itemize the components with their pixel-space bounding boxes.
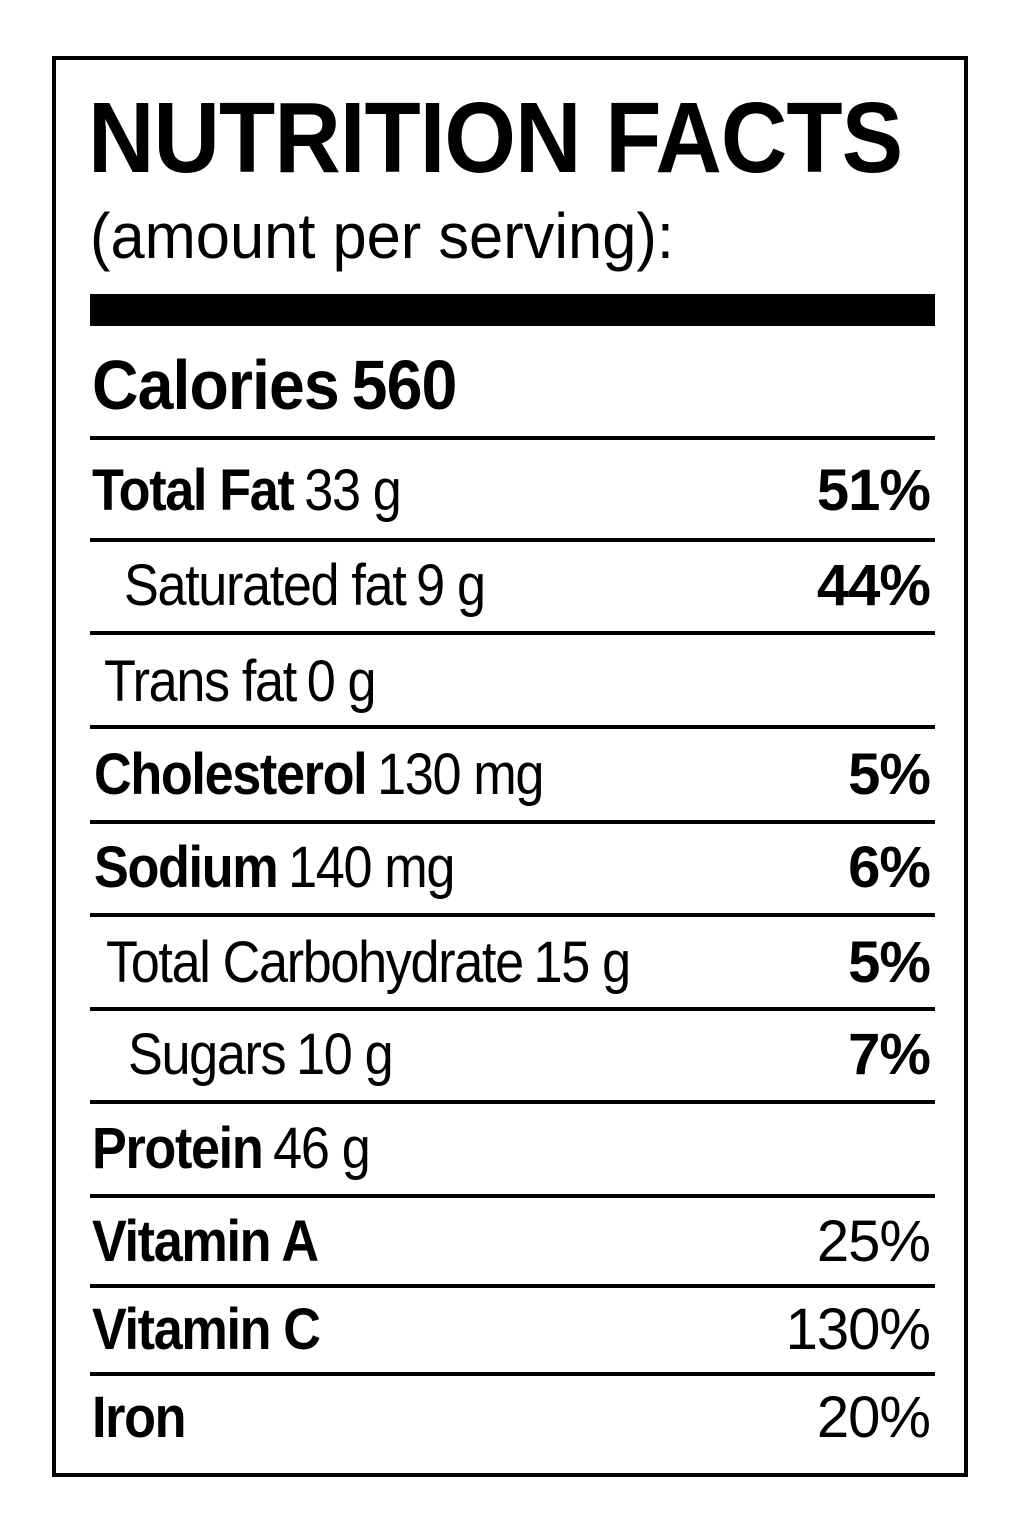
nutrient-daily-value: 44%: [816, 553, 931, 618]
nutrient-label: Cholesterol: [94, 742, 368, 807]
divider-line: [90, 1194, 935, 1198]
nutrient-name: Trans fat 0 g: [104, 637, 377, 727]
nutrient-daily-value: 25%: [816, 1209, 931, 1274]
divider-line: [90, 820, 935, 824]
divider-line: [90, 631, 935, 635]
nutrient-amount: 15 g: [533, 930, 632, 995]
nutrient-amount: 9 g: [416, 553, 486, 618]
nutrient-daily-value: 6%: [848, 835, 931, 900]
nutrient-row-trans-fat: Trans fat 0 g: [90, 637, 930, 727]
nutrient-amount: 130 mg: [377, 742, 544, 807]
nutrient-label: Sugars: [128, 1022, 287, 1087]
divider-line: [90, 725, 935, 729]
nutrient-name: Vitamin C: [92, 1285, 321, 1375]
nutrient-amount: 0 g: [306, 649, 377, 714]
divider-line: [90, 436, 935, 440]
nutrient-amount: 10 g: [296, 1022, 394, 1087]
nutrient-daily-value: 5%: [848, 742, 931, 807]
nutrient-row-protein: Protein 46 g: [90, 1104, 930, 1194]
nutrient-label: Protein: [92, 1116, 264, 1181]
nutrient-name: Cholesterol 130 mg: [94, 730, 544, 820]
label-title: NUTRITION FACTS: [88, 82, 903, 194]
nutrient-label: Vitamin A: [92, 1209, 319, 1274]
nutrient-label: Total Carbohydrate: [106, 930, 524, 995]
nutrient-amount: 46 g: [273, 1116, 371, 1181]
divider-line: [90, 1372, 935, 1376]
divider-line: [90, 1007, 935, 1011]
calories-line: Calories 560: [92, 340, 458, 430]
calories-value: 560: [351, 346, 458, 424]
nutrient-name: Saturated fat 9 g: [124, 541, 486, 631]
nutrient-daily-value: 5%: [848, 930, 931, 995]
nutrient-amount: 140 mg: [288, 835, 455, 900]
nutrient-row-total-carbohydrate: Total Carbohydrate 15 g 5%: [90, 918, 931, 1008]
nutrient-name: Protein 46 g: [92, 1104, 371, 1194]
nutrient-row-vitamin-c: Vitamin C 130%: [90, 1285, 931, 1375]
label-subtitle: (amount per serving):: [90, 200, 674, 272]
nutrient-row-saturated-fat: Saturated fat 9 g 44%: [90, 541, 931, 631]
nutrient-daily-value: 7%: [848, 1022, 931, 1087]
nutrient-row-sugars: Sugars 10 g 7%: [90, 1010, 931, 1100]
nutrient-name: Total Fat 33 g: [92, 446, 402, 536]
divider-line: [90, 1100, 935, 1104]
nutrient-label: Iron: [92, 1385, 187, 1450]
nutrient-amount: 33 g: [304, 458, 402, 523]
nutrient-row-sodium: Sodium 140 mg 6%: [90, 823, 931, 913]
nutrient-name: Total Carbohydrate 15 g: [106, 918, 632, 1008]
thick-divider: [90, 294, 935, 326]
divider-line: [90, 538, 935, 542]
nutrition-label: [52, 56, 968, 1477]
nutrient-name: Sodium 140 mg: [94, 823, 455, 913]
divider-line: [90, 913, 935, 917]
nutrient-label: Saturated fat: [124, 553, 407, 618]
nutrient-name: Iron: [92, 1373, 187, 1463]
nutrient-label: Total Fat: [92, 458, 295, 523]
nutrient-label: Trans fat: [104, 649, 297, 714]
nutrient-name: Sugars 10 g: [128, 1010, 394, 1100]
nutrient-daily-value: 20%: [816, 1385, 931, 1450]
calories-label: Calories: [92, 346, 340, 424]
nutrient-name: Vitamin A: [92, 1197, 319, 1287]
nutrient-label: Vitamin C: [92, 1297, 321, 1362]
nutrient-row-total-fat: Total Fat 33 g 51%: [90, 446, 931, 536]
nutrient-row-cholesterol: Cholesterol 130 mg 5%: [90, 730, 931, 820]
nutrient-row-iron: Iron 20%: [90, 1373, 931, 1463]
nutrient-label: Sodium: [94, 835, 279, 900]
nutrient-daily-value: 130%: [785, 1297, 931, 1362]
nutrient-daily-value: 51%: [816, 458, 931, 523]
nutrient-row-vitamin-a: Vitamin A 25%: [90, 1197, 931, 1287]
divider-line: [90, 1284, 935, 1288]
